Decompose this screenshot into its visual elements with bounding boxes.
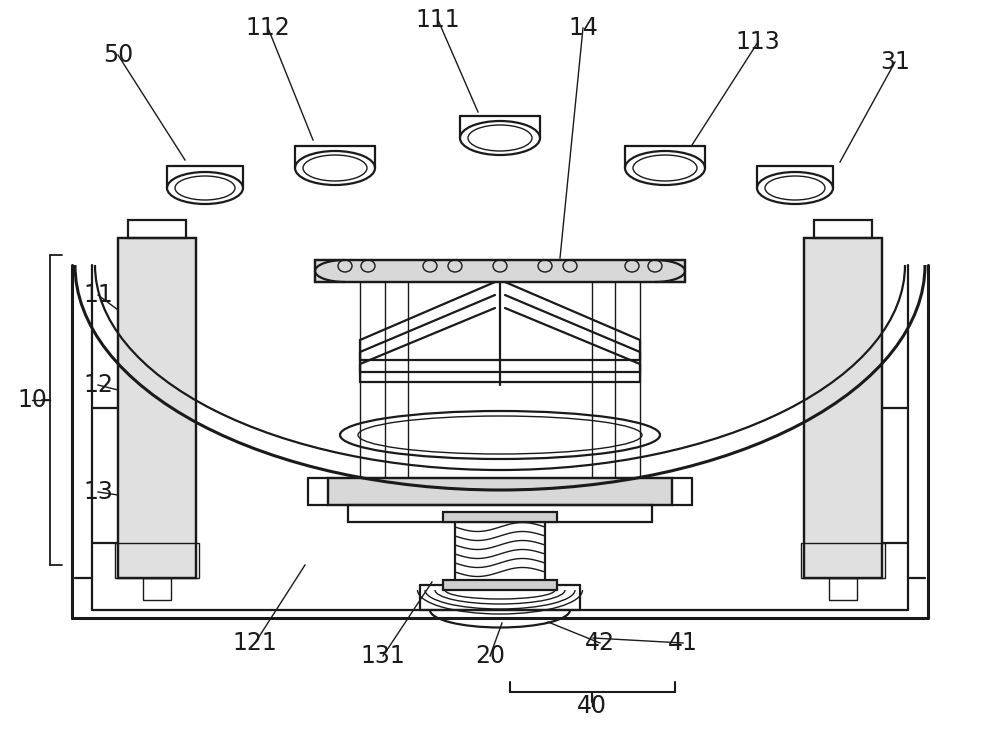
- Bar: [814, 220, 872, 238]
- Text: 11: 11: [83, 283, 113, 307]
- Text: 42: 42: [585, 631, 615, 655]
- Text: 31: 31: [880, 50, 910, 74]
- Text: 14: 14: [568, 16, 598, 40]
- Text: 131: 131: [361, 644, 405, 668]
- Text: 10: 10: [17, 388, 47, 412]
- Text: 41: 41: [668, 631, 698, 655]
- Bar: [118, 238, 196, 578]
- Text: 50: 50: [103, 43, 133, 67]
- Bar: [348, 505, 652, 522]
- Bar: [315, 260, 685, 282]
- Text: 13: 13: [83, 480, 113, 504]
- Bar: [118, 238, 196, 578]
- Text: 12: 12: [83, 373, 113, 397]
- Bar: [804, 238, 882, 578]
- Bar: [829, 578, 857, 600]
- Bar: [328, 478, 672, 505]
- Bar: [801, 543, 885, 578]
- Text: 40: 40: [577, 694, 607, 718]
- Text: 112: 112: [246, 16, 290, 40]
- Bar: [328, 478, 672, 505]
- Bar: [143, 578, 171, 600]
- Bar: [128, 220, 186, 238]
- Text: 111: 111: [416, 8, 460, 32]
- Bar: [315, 260, 685, 282]
- Text: 113: 113: [736, 30, 780, 54]
- Text: 121: 121: [233, 631, 277, 655]
- Bar: [115, 543, 199, 578]
- Bar: [443, 580, 557, 590]
- Bar: [443, 512, 557, 522]
- Text: 20: 20: [475, 644, 505, 668]
- Bar: [804, 238, 882, 578]
